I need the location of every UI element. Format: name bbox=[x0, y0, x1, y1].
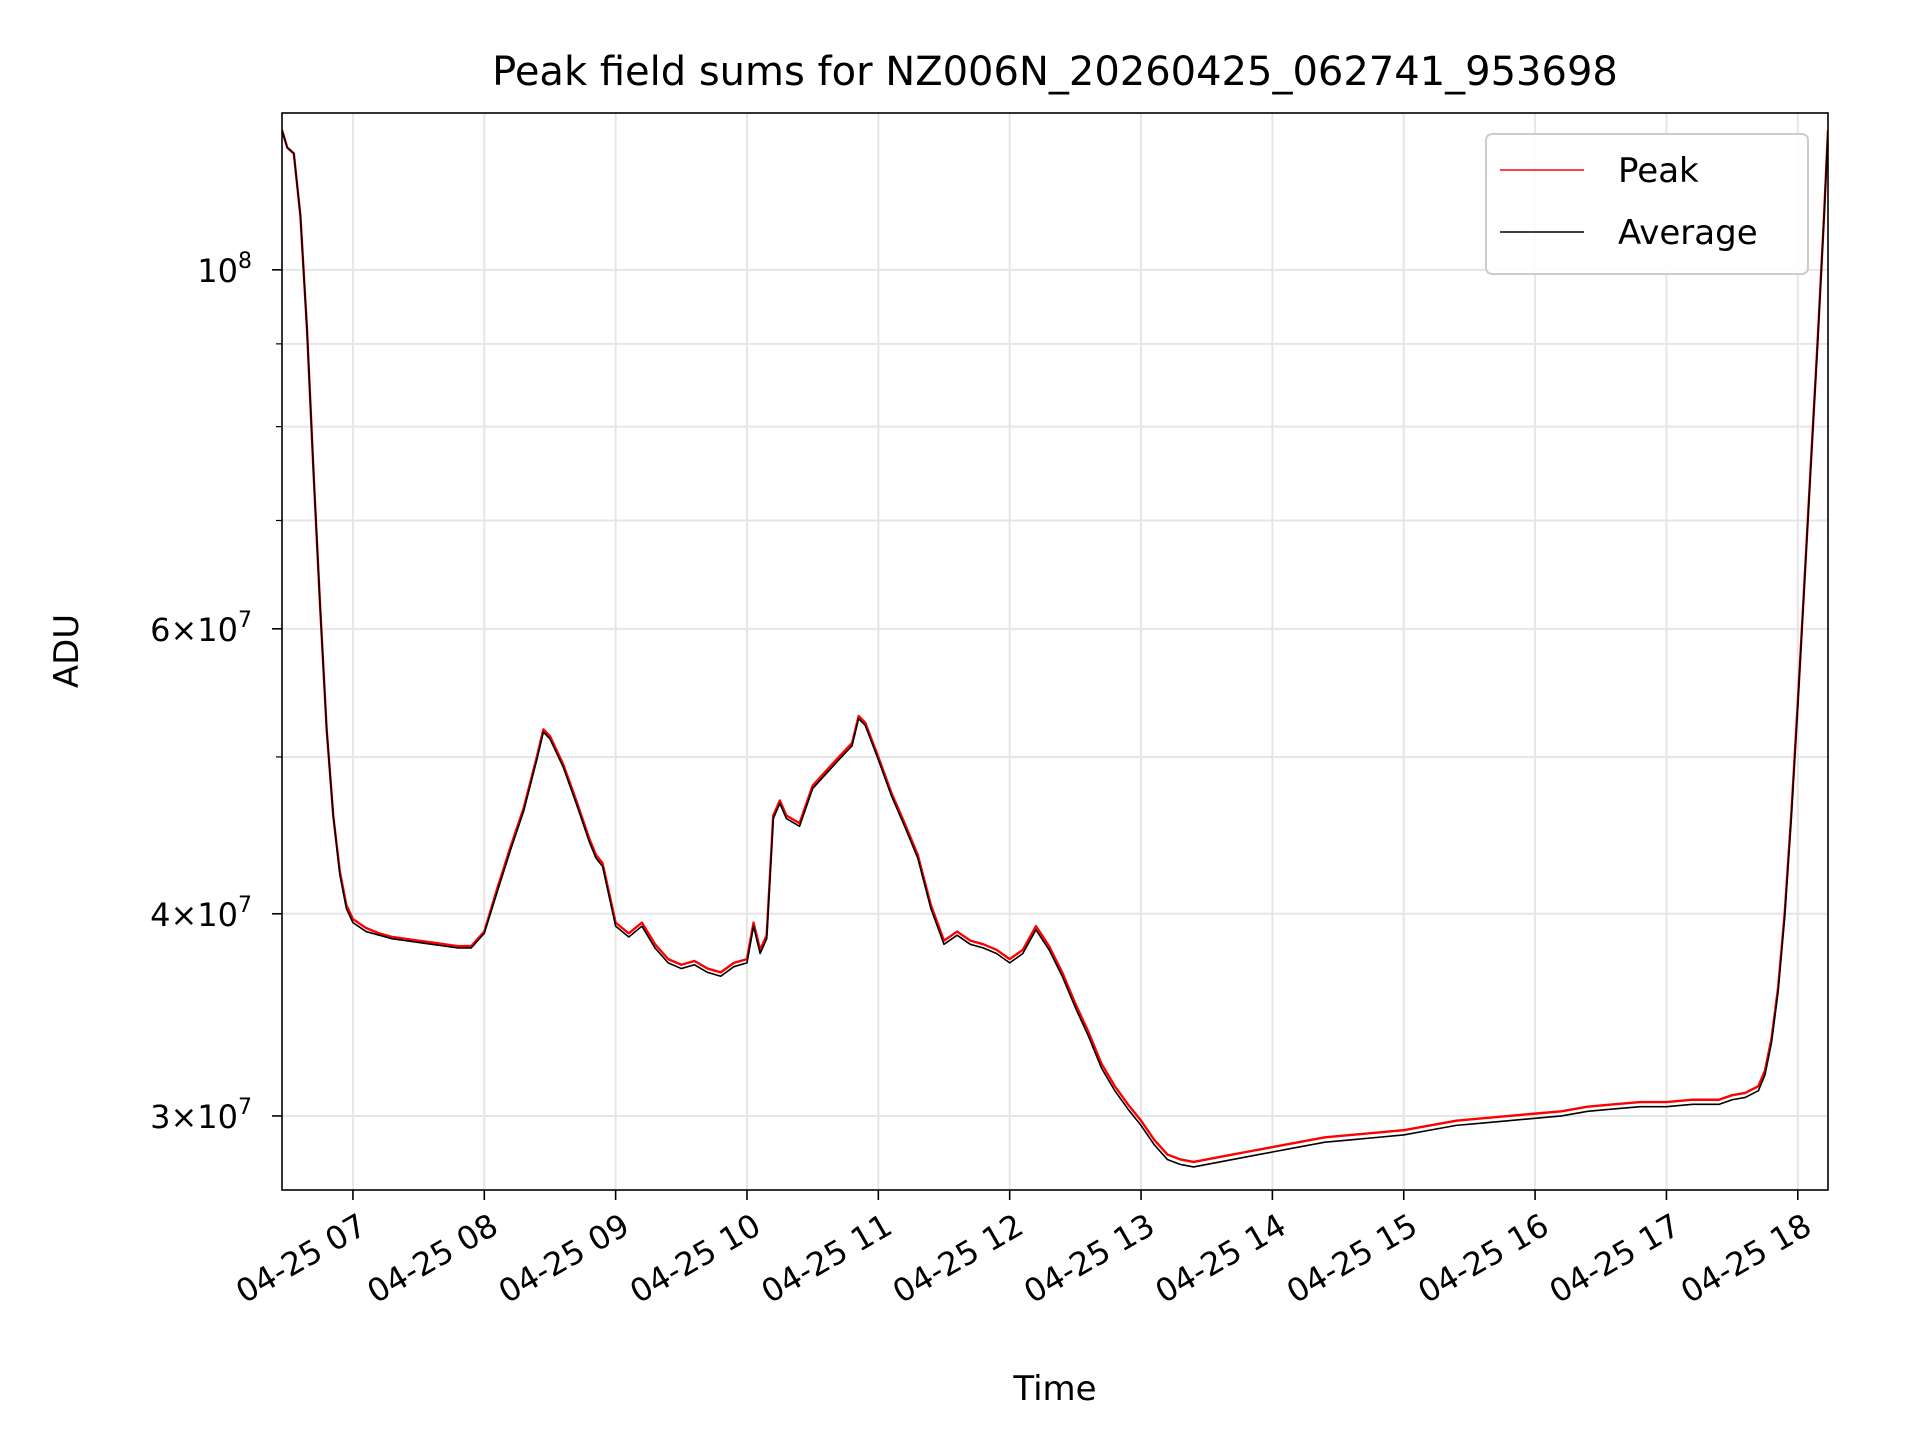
y-tick-label-base: 10 bbox=[197, 252, 238, 290]
y-tick-label: 4×107 bbox=[150, 893, 252, 934]
y-tick-label: 3×107 bbox=[150, 1095, 252, 1136]
series-line-average bbox=[282, 129, 1828, 1168]
y-axis-label: ADU bbox=[47, 614, 87, 688]
legend: Peak Average bbox=[1485, 133, 1809, 275]
y-tick-label-exponent: 8 bbox=[238, 249, 252, 274]
y-tick-label-exponent: 7 bbox=[238, 893, 252, 918]
y-tick-label: 108 bbox=[197, 249, 252, 290]
x-axis-label: Time bbox=[1012, 1369, 1096, 1409]
y-tick-label: 6×107 bbox=[150, 608, 252, 649]
grid-lines bbox=[282, 113, 1828, 1190]
plot-area-frame bbox=[281, 112, 1829, 1191]
legend-average-label: Average bbox=[1618, 213, 1758, 253]
series-line-peak bbox=[282, 129, 1828, 1164]
y-tick-label-base: 4×10 bbox=[150, 896, 238, 934]
legend-peak-label: Peak bbox=[1618, 151, 1699, 191]
series-group bbox=[282, 129, 1828, 1168]
y-tick-label-exponent: 7 bbox=[238, 1095, 252, 1120]
y-tick-label-exponent: 7 bbox=[238, 608, 252, 633]
legend-box bbox=[1485, 133, 1809, 275]
y-tick-label-base: 6×10 bbox=[150, 611, 238, 649]
chart-title: Peak field sums for NZ006N_20260425_0627… bbox=[492, 49, 1618, 95]
y-tick-label-base: 3×10 bbox=[150, 1098, 238, 1136]
